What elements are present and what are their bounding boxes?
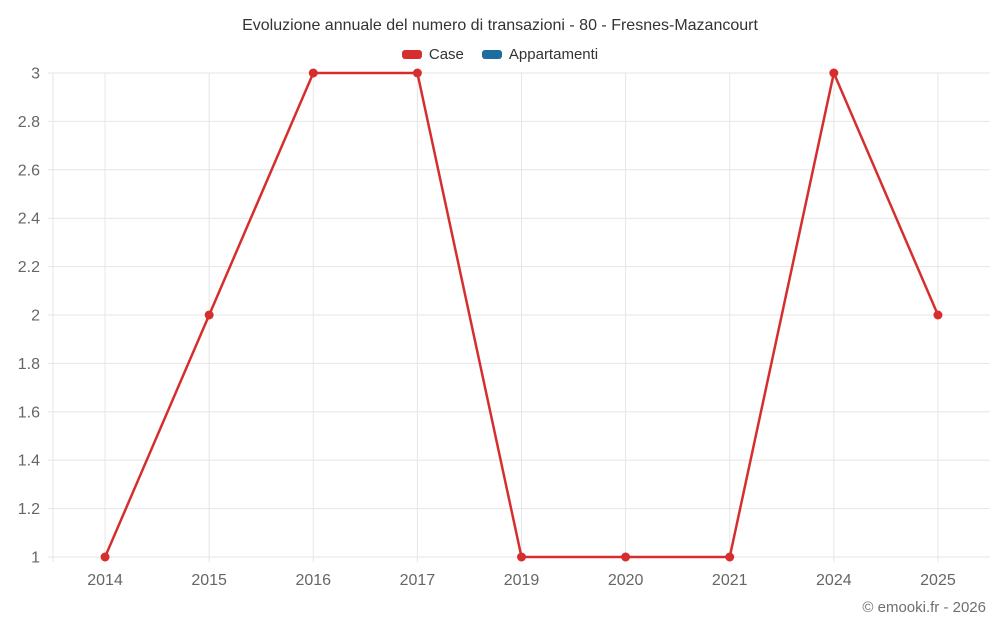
data-point-marker[interactable] (621, 552, 631, 562)
y-tick-label: 3 (31, 66, 40, 83)
y-tick-label: 1.2 (18, 501, 40, 518)
y-tick-label: 1.6 (18, 404, 40, 421)
y-tick-label: 1.8 (18, 356, 40, 373)
x-tick-label: 2016 (295, 572, 331, 589)
x-tick-label: 2024 (816, 572, 852, 589)
x-tick-label: 2019 (504, 572, 540, 589)
x-tick-label: 2021 (712, 572, 748, 589)
data-point-marker[interactable] (100, 552, 110, 562)
data-point-marker[interactable] (725, 552, 735, 562)
y-tick-label: 1.4 (18, 453, 40, 470)
data-point-marker[interactable] (517, 552, 526, 562)
credit-link[interactable]: © emooki.fr - 2026 (862, 599, 986, 616)
data-point-marker[interactable] (412, 68, 422, 78)
x-tick-label: 2014 (87, 572, 123, 589)
x-tick-label: 2017 (400, 572, 436, 589)
data-point-marker[interactable] (308, 68, 318, 78)
appartamenti-swatch-icon (481, 50, 502, 59)
y-tick-label: 1 (31, 550, 40, 567)
y-tick-label: 2.6 (18, 162, 40, 179)
y-tick-label: 2.2 (18, 259, 40, 276)
legend-item-appartamenti[interactable]: Appartamenti (481, 46, 599, 63)
legend-item-case[interactable]: Case (401, 46, 464, 63)
y-tick-label: 2.8 (18, 114, 40, 131)
case-swatch-icon (401, 50, 422, 59)
x-tick-label: 2015 (191, 572, 227, 589)
legend: Case Appartamenti (0, 46, 1000, 63)
legend-label-appartamenti: Appartamenti (508, 46, 599, 63)
data-point-marker[interactable] (933, 310, 943, 320)
x-tick-label: 2025 (920, 572, 956, 589)
y-tick-label: 2.4 (18, 211, 40, 228)
legend-label-case: Case (428, 46, 464, 63)
data-point-marker[interactable] (829, 68, 839, 78)
chart-title: Evoluzione annuale del numero di transaz… (242, 17, 758, 34)
y-tick-label: 2 (31, 308, 40, 325)
x-tick-label: 2020 (608, 572, 644, 589)
data-point-marker[interactable] (204, 310, 214, 320)
